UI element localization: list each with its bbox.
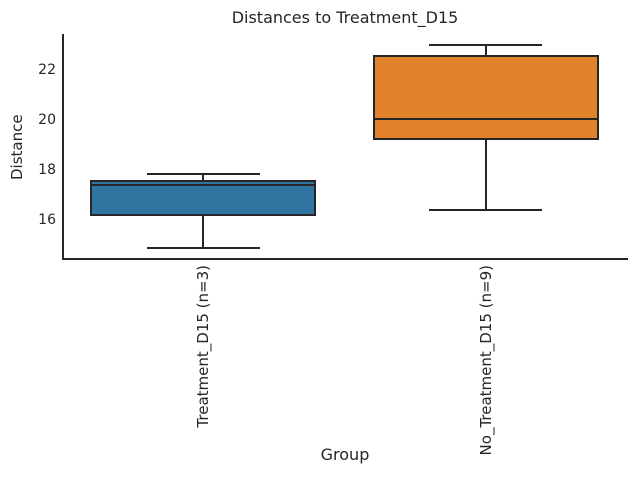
x-tick-label-group-1: No_Treatment_D15 (n=9) — [476, 265, 495, 456]
upper-whisker-group-1 — [484, 45, 487, 55]
median-group-0 — [92, 184, 315, 186]
x-tick-label-group-0: Treatment_D15 (n=3) — [194, 265, 213, 428]
upper-whisker-group-0 — [202, 173, 205, 180]
x-axis-label: Group — [320, 445, 370, 464]
y-tick-label: 18 — [38, 162, 56, 178]
y-tick-label: 20 — [38, 112, 56, 128]
box-group-1 — [372, 55, 599, 140]
lower-whisker-cap-group-1 — [429, 209, 543, 211]
y-tick-label: 16 — [38, 212, 56, 228]
median-group-1 — [374, 117, 597, 120]
upper-whisker-cap-group-0 — [146, 172, 260, 175]
chart-title: Distances to Treatment_D15 — [231, 8, 459, 27]
lower-whisker-cap-group-0 — [146, 246, 260, 249]
plot-area — [62, 34, 628, 260]
lower-whisker-group-1 — [484, 140, 487, 210]
box-group-0 — [90, 180, 317, 217]
upper-whisker-cap-group-1 — [429, 44, 543, 46]
y-tick-label: 22 — [38, 62, 56, 78]
lower-whisker-group-0 — [202, 216, 205, 248]
